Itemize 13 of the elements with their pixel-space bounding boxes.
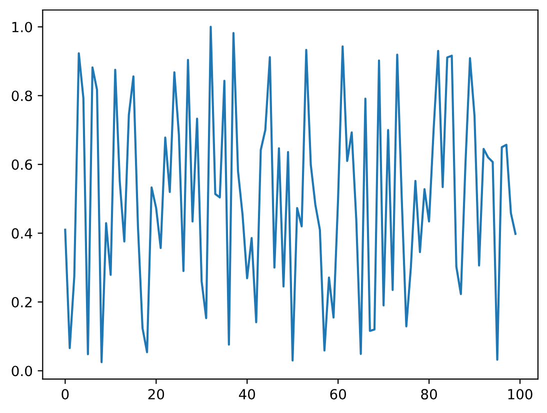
x-tick-label: 100 xyxy=(508,388,532,400)
y-tick-label: 0.2 xyxy=(12,296,32,308)
line-series xyxy=(64,26,517,364)
x-tick-label: 80 xyxy=(421,388,437,400)
x-tick-label: 40 xyxy=(238,388,256,400)
y-tick-label: 1.0 xyxy=(12,22,32,32)
x-tick-label: 20 xyxy=(148,388,164,400)
y-tick-label: 0.0 xyxy=(12,366,32,376)
y-tick-label: 0.6 xyxy=(12,159,32,170)
x-tick-label: 60 xyxy=(330,388,346,400)
y-tick-label: 0.8 xyxy=(12,90,32,102)
x-tick-label: 0 xyxy=(62,388,69,400)
y-tick-label: 0.4 xyxy=(12,228,32,239)
